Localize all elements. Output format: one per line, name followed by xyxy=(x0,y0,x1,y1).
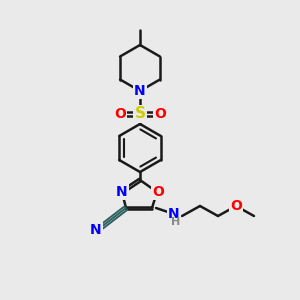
Text: O: O xyxy=(152,185,164,199)
Text: N: N xyxy=(134,84,146,98)
Text: S: S xyxy=(134,106,146,122)
Text: N: N xyxy=(116,185,128,199)
Text: N: N xyxy=(90,223,102,237)
Text: O: O xyxy=(154,107,166,121)
Text: O: O xyxy=(230,199,242,213)
Text: H: H xyxy=(171,217,181,227)
Text: O: O xyxy=(114,107,126,121)
Text: N: N xyxy=(168,207,180,221)
